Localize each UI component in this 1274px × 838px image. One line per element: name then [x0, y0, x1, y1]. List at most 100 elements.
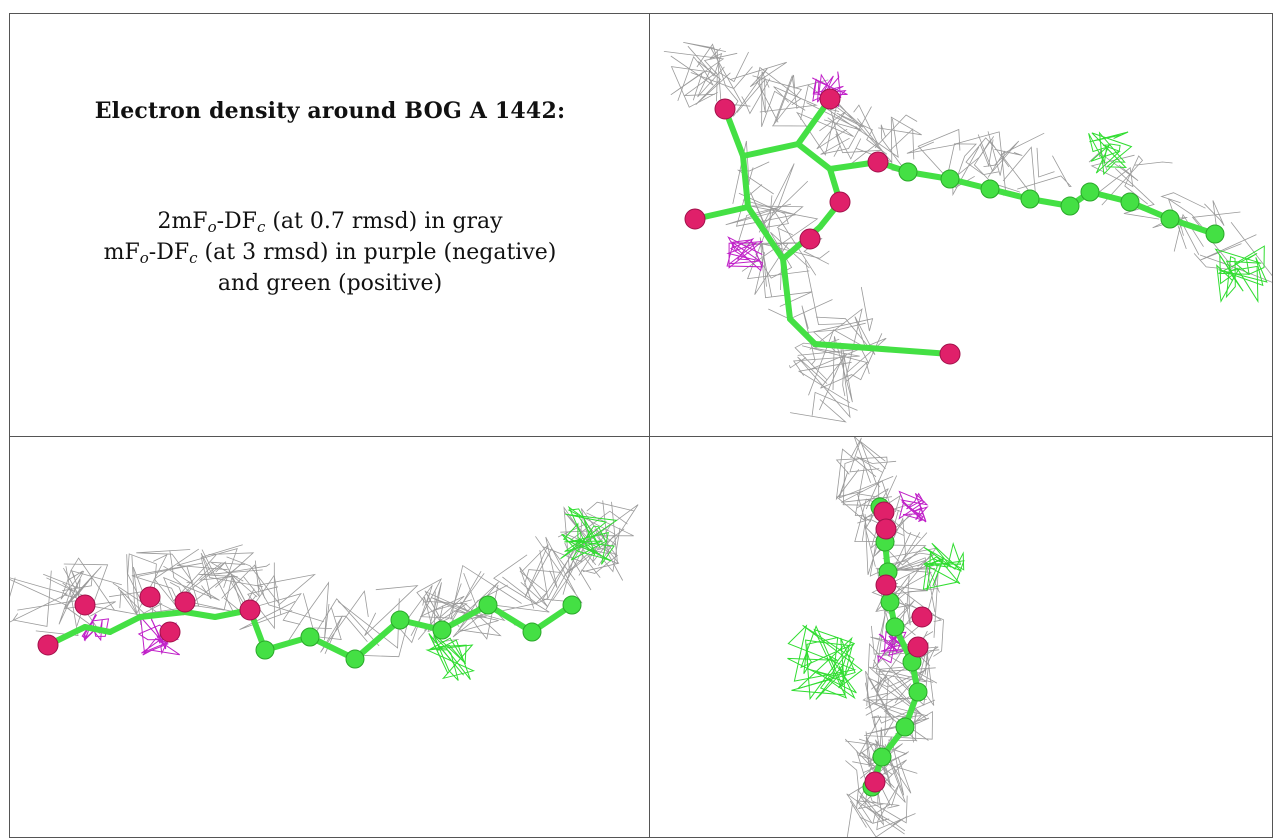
mesh-segment [43, 569, 79, 589]
oxygen-atom [867, 151, 889, 173]
mesh-segment [446, 570, 499, 638]
mesh-segment [1036, 147, 1055, 178]
mesh-segment [820, 106, 872, 155]
mesh-segment [247, 562, 279, 630]
mesh-segment [230, 574, 282, 615]
bond [137, 609, 188, 620]
mesh-segment [60, 570, 84, 600]
mesh-segment [314, 607, 342, 640]
oxygen-atom [159, 621, 181, 643]
density-blob-segment [924, 541, 962, 568]
mesh-segment [801, 305, 816, 366]
density-blob-segment [812, 77, 829, 103]
bond [740, 141, 801, 159]
mesh-segment [759, 86, 818, 113]
mesh-segment [805, 260, 845, 326]
mesh-negative [877, 490, 929, 664]
oxygen-atom [174, 591, 196, 613]
ligand-atoms [37, 586, 582, 669]
density-render-2 [10, 500, 639, 681]
mesh-segment [872, 613, 936, 673]
mesh-segment [806, 102, 862, 131]
mesh-segment [806, 322, 866, 333]
mesh-segment [256, 573, 325, 623]
mesh-segment [880, 124, 912, 180]
mesh-segment [423, 583, 468, 631]
density-blob-segment [561, 533, 612, 562]
density-blob-segment [924, 557, 945, 587]
mesh-segment [845, 760, 887, 821]
mesh-segment [17, 578, 81, 625]
mesh-segment [719, 51, 749, 83]
density-legend: 2mFo-DFc (at 0.7 rmsd) in gray mFo-DFc (… [10, 206, 649, 299]
mesh-segment [1017, 155, 1072, 190]
mesh-segment [1173, 213, 1204, 252]
legend-line-positive: and green (positive) [217, 271, 443, 296]
mesh-segment [861, 503, 913, 541]
mesh-segment [586, 501, 635, 512]
bond [795, 141, 833, 172]
mesh-segment [65, 580, 90, 598]
density-render-1 [663, 42, 1272, 423]
mesh-segment [838, 471, 894, 499]
mesh-segment [169, 550, 192, 594]
density-blob-segment [1231, 265, 1259, 304]
carbon-atom [478, 595, 498, 615]
mesh-segment [395, 594, 430, 644]
mesh-segment [819, 353, 846, 411]
mesh-segment [809, 337, 887, 374]
carbon-atom [522, 622, 542, 642]
mesh-segment [875, 739, 912, 794]
mesh-segment [856, 743, 889, 809]
carbon-atom [1060, 196, 1080, 216]
density-blob-segment [728, 240, 764, 269]
mesh-segment [117, 554, 139, 618]
density-blob-segment [564, 539, 603, 552]
density-blob-segment [1219, 253, 1244, 292]
mesh-segment [697, 66, 725, 98]
oxygen-atom [864, 771, 886, 793]
mesh-segment [1088, 152, 1139, 182]
bond [745, 204, 786, 262]
mesh-segment [835, 448, 877, 501]
density-blob-segment [797, 636, 853, 690]
mesh-segment [70, 557, 122, 611]
mesh-segment [917, 642, 937, 685]
carbon-atom [390, 610, 410, 630]
mesh-segment [965, 137, 999, 176]
mesh-segment [226, 556, 280, 604]
mesh-segment [738, 192, 789, 228]
carbon-atom [1205, 224, 1225, 244]
density-blob-segment [560, 513, 618, 560]
mesh-segment [737, 203, 803, 246]
density-blob-segment [139, 615, 169, 654]
mesh-segment [846, 793, 905, 837]
bond [182, 609, 218, 620]
carbon-atom [562, 595, 582, 615]
mesh-segment [797, 361, 852, 404]
oxygen-atom [829, 191, 851, 213]
mesh-segment [1134, 161, 1173, 166]
mesh-segment [10, 577, 69, 623]
bond [352, 617, 403, 662]
mesh-segment [725, 163, 795, 233]
figure-title: Electron density around BOG A 1442: [94, 98, 566, 124]
carbon-atom [255, 640, 275, 660]
mesh-segment [797, 342, 851, 419]
density-blob-segment [1088, 133, 1108, 165]
density-blob-segment [898, 490, 926, 520]
density-blob-segment [787, 624, 857, 682]
mesh-segment [683, 42, 726, 52]
legend-line-fofc: mFo-DFc (at 3 rmsd) in purple (negative) [103, 240, 557, 267]
oxygen-atom [799, 228, 821, 250]
mesh-segment [670, 66, 718, 108]
mesh-segment [865, 716, 887, 775]
density-blob-segment [1098, 131, 1126, 176]
mesh-segment [732, 140, 750, 204]
mesh-segment [987, 131, 1006, 178]
mesh-segment [178, 561, 227, 600]
oxygen-atom [875, 518, 897, 540]
oxygen-atom [239, 599, 261, 621]
mesh-positive [425, 505, 618, 681]
mesh-segment [486, 554, 550, 613]
